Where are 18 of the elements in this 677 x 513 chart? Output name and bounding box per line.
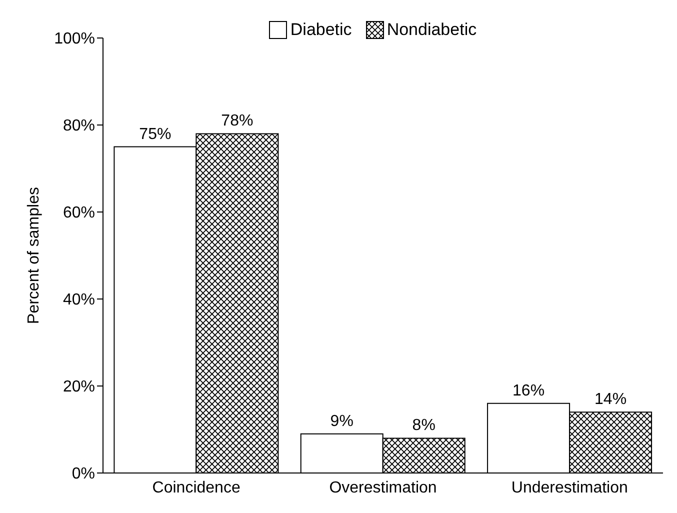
y-axis-title: Percent of samples: [26, 187, 43, 324]
y-tick-label: 0%: [72, 466, 95, 483]
y-tick-label: 60%: [62, 204, 95, 222]
data-label: 78%: [221, 112, 254, 130]
y-tick-label: 80%: [62, 118, 95, 135]
x-tick-label: Underestimation: [511, 479, 628, 496]
data-label: 8%: [412, 417, 436, 434]
x-tick-label: Overestimation: [329, 479, 437, 496]
data-label: 75%: [139, 126, 172, 143]
legend-label: Nondiabetic: [386, 20, 477, 40]
y-tick-label: 40%: [62, 292, 95, 309]
y-tick-label: 100%: [54, 30, 95, 48]
x-tick-label: Coincidence: [152, 479, 240, 496]
y-tick-label: 20%: [62, 378, 95, 396]
data-label: 14%: [594, 391, 627, 408]
data-label: 9%: [330, 412, 354, 430]
data-label: 16%: [512, 382, 545, 400]
legend-label: Diabetic: [290, 20, 352, 40]
